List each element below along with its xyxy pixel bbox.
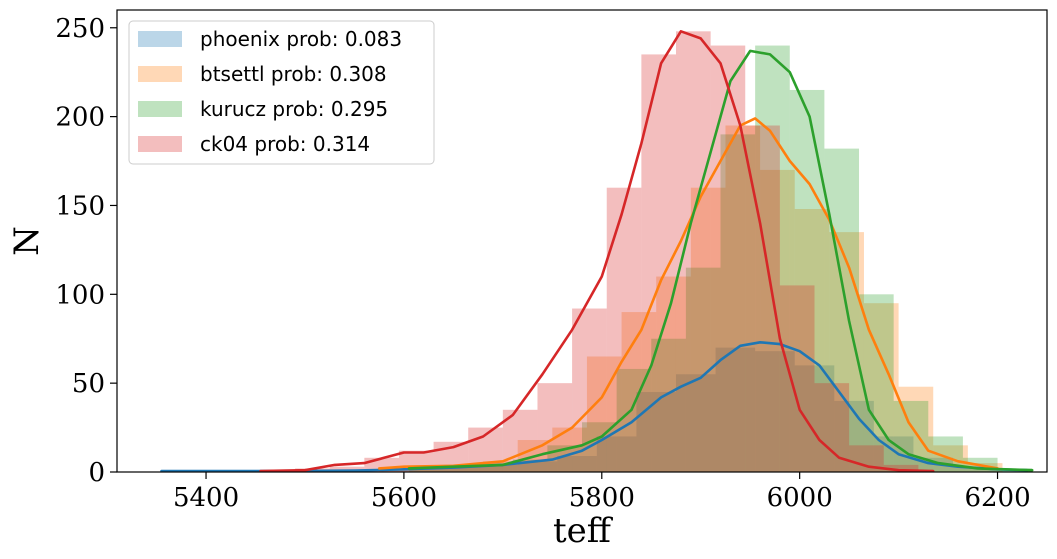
bar-series-1 (898, 386, 934, 472)
legend: phoenix prob: 0.083 btsettl prob: 0.308 ku… (128, 20, 435, 165)
legend-swatch-2 (138, 101, 182, 117)
bar-series-3 (606, 187, 642, 472)
bar-series-2 (651, 338, 686, 472)
bar-series-0 (438, 466, 479, 472)
legend-box (128, 20, 435, 165)
bar-series-0 (794, 365, 835, 472)
histogram-bars (161, 31, 1033, 473)
legend-label-3: ck04 prob: 0.314 (200, 132, 370, 156)
bar-series-3 (329, 466, 365, 472)
kde-line-series-1 (377, 117, 999, 470)
bar-series-2 (755, 45, 790, 473)
bar-series-1 (690, 187, 726, 472)
bar-series-2 (408, 468, 444, 472)
kde-curves (160, 30, 1034, 473)
bar-series-2 (720, 134, 756, 472)
x-tick-label: 6200 (964, 483, 1030, 513)
bar-series-3 (710, 45, 746, 473)
y-tick-label: 150 (55, 191, 105, 221)
bar-series-0 (715, 347, 756, 472)
legend-label-0: phoenix prob: 0.083 (200, 27, 402, 51)
bar-series-1 (829, 232, 864, 472)
legend-swatch-1 (138, 66, 182, 82)
bar-series-2 (824, 148, 860, 472)
y-axis-ticks: 0 50 100 150 200 250 (55, 14, 117, 488)
bar-series-0 (596, 436, 637, 472)
bar-series-0 (992, 470, 1033, 472)
bar-series-2 (478, 463, 513, 472)
legend-label-1: btsettl prob: 0.308 (200, 62, 387, 86)
bar-series-1 (483, 461, 518, 472)
bar-series-1 (586, 356, 622, 472)
x-axis-ticks: 5400 5600 5800 6000 6200 (173, 472, 1031, 513)
bar-series-0 (398, 468, 439, 472)
bar-series-0 (636, 392, 676, 472)
bar-series-1 (448, 464, 484, 472)
bar-series-0 (953, 466, 993, 472)
bar-series-3 (537, 383, 573, 472)
legend-swatch-0 (138, 31, 182, 47)
kde-line-series-2 (407, 49, 1034, 472)
bar-series-3 (883, 464, 919, 472)
bar-series-3 (675, 31, 711, 472)
plot-frame (116, 9, 1048, 473)
bar-series-2 (789, 89, 825, 472)
x-tick-label: 5800 (569, 483, 635, 513)
bar-series-2 (859, 294, 894, 472)
bar-series-3 (572, 308, 607, 472)
y-tick-label: 200 (55, 103, 105, 133)
kde-line-series-0 (160, 341, 1029, 473)
y-tick-label: 0 (88, 458, 105, 488)
x-tick-label: 6000 (767, 483, 833, 513)
x-tick-label: 5600 (371, 483, 437, 513)
bar-series-0 (675, 374, 716, 472)
bar-series-1 (656, 276, 691, 472)
bar-series-0 (478, 464, 518, 472)
legend-label-2: kurucz prob: 0.295 (200, 97, 388, 121)
y-tick-label: 50 (72, 369, 105, 399)
bar-series-2 (685, 267, 721, 472)
bar-series-0 (557, 456, 597, 472)
bar-series-3 (779, 285, 815, 472)
y-axis-label: N (7, 226, 47, 256)
x-tick-label: 5400 (173, 483, 239, 513)
y-tick-label: 250 (55, 14, 105, 44)
legend-swatch-3 (138, 136, 182, 152)
kde-line-series-3 (259, 30, 935, 473)
bar-series-0 (517, 461, 558, 472)
y-tick-label: 100 (55, 280, 105, 310)
bar-series-1 (725, 125, 761, 472)
x-axis-label: teff (553, 511, 614, 551)
